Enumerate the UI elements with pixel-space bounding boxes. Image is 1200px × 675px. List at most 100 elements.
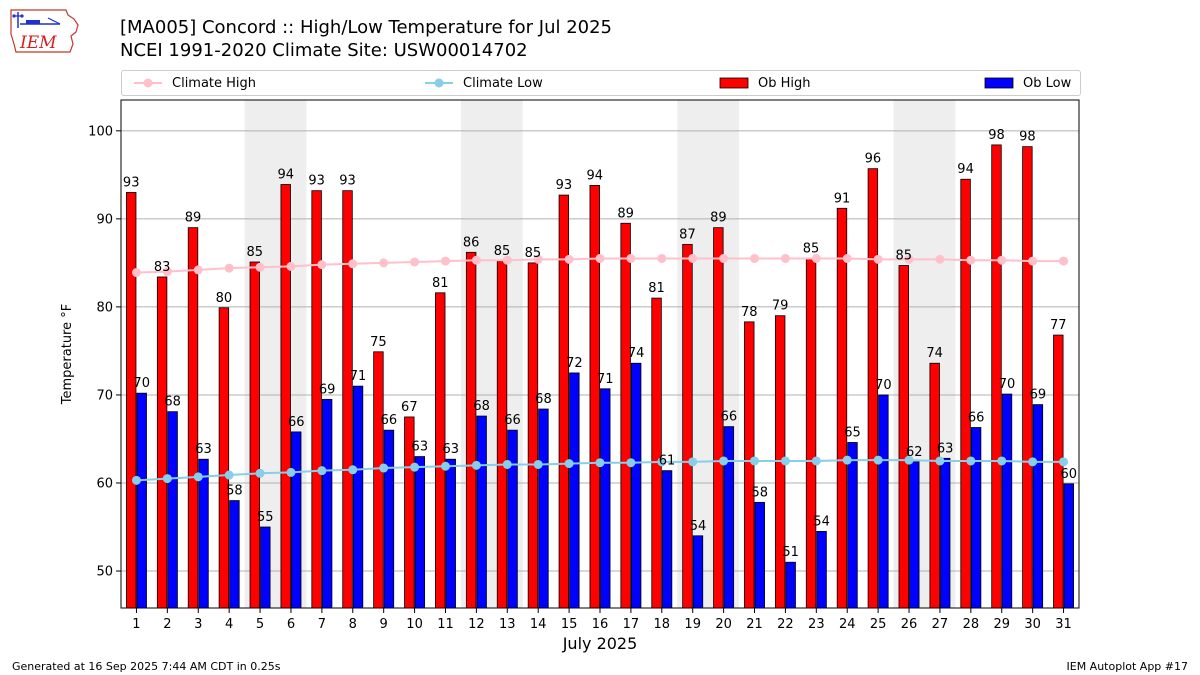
ob-low-label: 58 bbox=[751, 485, 768, 500]
climate-high-point bbox=[1028, 256, 1038, 266]
x-tick-label: 25 bbox=[870, 617, 887, 632]
x-tick-label: 12 bbox=[468, 617, 485, 632]
x-tick-label: 16 bbox=[592, 617, 609, 632]
x-tick-label: 27 bbox=[932, 617, 949, 632]
climate-low-point bbox=[224, 470, 234, 480]
climate-low-point bbox=[997, 456, 1007, 466]
ob-high-label: 74 bbox=[926, 346, 943, 361]
climate-low-point bbox=[626, 458, 636, 468]
climate-low-point bbox=[471, 460, 481, 470]
ob-high-bar bbox=[960, 178, 971, 609]
ob-high-label: 93 bbox=[556, 178, 573, 193]
legend-climate-high-swatch bbox=[134, 78, 162, 88]
legend-ob-low: Ob Low bbox=[984, 71, 1071, 95]
ob-low-label: 61 bbox=[659, 454, 676, 469]
ob-high-bar bbox=[187, 227, 199, 609]
chart-subtitle: NCEI 1991-2020 Climate Site: USW00014702 bbox=[120, 40, 528, 61]
ob-high-label: 94 bbox=[957, 162, 974, 177]
climate-high-point bbox=[162, 267, 172, 277]
ob-high-label: 89 bbox=[617, 206, 634, 221]
ob-high-bar bbox=[156, 276, 168, 609]
y-tick-label: 80 bbox=[96, 300, 113, 315]
ob-high-label: 86 bbox=[463, 235, 480, 250]
x-tick-label: 28 bbox=[963, 617, 980, 632]
climate-low-point bbox=[1028, 457, 1038, 467]
x-tick-label: 18 bbox=[654, 617, 671, 632]
ob-low-label: 70 bbox=[875, 378, 892, 393]
ob-high-label: 85 bbox=[247, 245, 264, 260]
ob-low-label: 71 bbox=[597, 372, 614, 387]
ob-high-bar bbox=[496, 260, 508, 609]
x-tick-label: 6 bbox=[287, 617, 295, 632]
climate-high-point bbox=[440, 256, 450, 266]
y-tick-label: 60 bbox=[96, 476, 113, 491]
ob-low-label: 63 bbox=[442, 442, 459, 457]
ob-high-bar bbox=[620, 222, 631, 609]
ob-low-bar bbox=[229, 500, 240, 609]
climate-low-point bbox=[286, 467, 296, 477]
climate-low-point bbox=[255, 468, 265, 478]
ob-low-bar bbox=[476, 415, 487, 609]
ob-low-bar bbox=[970, 427, 982, 609]
climate-high-point bbox=[317, 260, 327, 270]
x-tick-label: 3 bbox=[194, 617, 202, 632]
climate-low-point bbox=[595, 458, 605, 468]
x-tick-label: 14 bbox=[530, 617, 547, 632]
logo-text: IEM bbox=[19, 33, 57, 53]
x-tick-label: 31 bbox=[1055, 617, 1072, 632]
ob-low-bar bbox=[1063, 483, 1074, 609]
climate-high-point bbox=[719, 253, 729, 263]
ob-low-label: 63 bbox=[937, 441, 954, 456]
climate-high-point bbox=[873, 254, 883, 264]
ob-low-bar bbox=[321, 398, 333, 609]
climate-high-point bbox=[626, 253, 636, 263]
ob-low-label: 63 bbox=[195, 442, 212, 457]
climate-low-point bbox=[873, 455, 883, 465]
ob-high-label: 94 bbox=[586, 168, 603, 183]
climate-low-point bbox=[904, 455, 914, 465]
ob-low-label: 55 bbox=[257, 510, 274, 525]
climate-low-point bbox=[193, 472, 203, 482]
legend-climate-high-label: Climate High bbox=[172, 75, 257, 91]
ob-high-label: 89 bbox=[185, 211, 202, 226]
climate-low-point bbox=[688, 457, 698, 467]
ob-high-label: 83 bbox=[154, 260, 171, 275]
climate-high-point bbox=[1059, 256, 1069, 266]
ob-low-bar bbox=[260, 526, 271, 609]
ob-high-bar bbox=[373, 351, 384, 609]
legend-climate-low: Climate Low bbox=[424, 71, 543, 95]
x-tick-label: 11 bbox=[437, 617, 454, 632]
climate-high-point bbox=[379, 258, 389, 268]
ob-low-label: 63 bbox=[412, 440, 429, 455]
ob-low-label: 68 bbox=[164, 395, 181, 410]
x-tick-label: 21 bbox=[746, 617, 763, 632]
x-tick-label: 13 bbox=[499, 617, 516, 632]
climate-low-point bbox=[811, 456, 821, 466]
ob-low-bar bbox=[352, 385, 364, 609]
x-tick-label: 30 bbox=[1024, 617, 1041, 632]
climate-low-point bbox=[440, 461, 450, 471]
legend-ob-high-swatch bbox=[719, 77, 749, 89]
climate-low-point bbox=[966, 456, 976, 466]
climate-low-point bbox=[379, 463, 389, 473]
ob-low-bar bbox=[383, 429, 395, 609]
climate-high-point bbox=[131, 268, 141, 278]
climate-high-point bbox=[502, 255, 512, 265]
climate-high-point bbox=[255, 262, 265, 272]
climate-high-point bbox=[410, 257, 420, 267]
ob-high-label: 67 bbox=[401, 400, 418, 415]
ob-low-bar bbox=[909, 461, 920, 609]
y-tick-label: 100 bbox=[88, 124, 113, 139]
ob-low-bar bbox=[445, 458, 456, 609]
ob-low-label: 68 bbox=[535, 392, 552, 407]
ob-low-bar bbox=[754, 501, 765, 609]
x-tick-label: 1 bbox=[132, 617, 140, 632]
ob-high-label: 75 bbox=[370, 335, 387, 350]
ob-low-bar bbox=[939, 457, 951, 609]
climate-high-point bbox=[595, 253, 605, 263]
ob-low-label: 65 bbox=[844, 425, 861, 440]
climate-high-point bbox=[533, 254, 543, 264]
ob-low-label: 66 bbox=[504, 413, 521, 428]
ob-low-bar bbox=[816, 531, 827, 609]
